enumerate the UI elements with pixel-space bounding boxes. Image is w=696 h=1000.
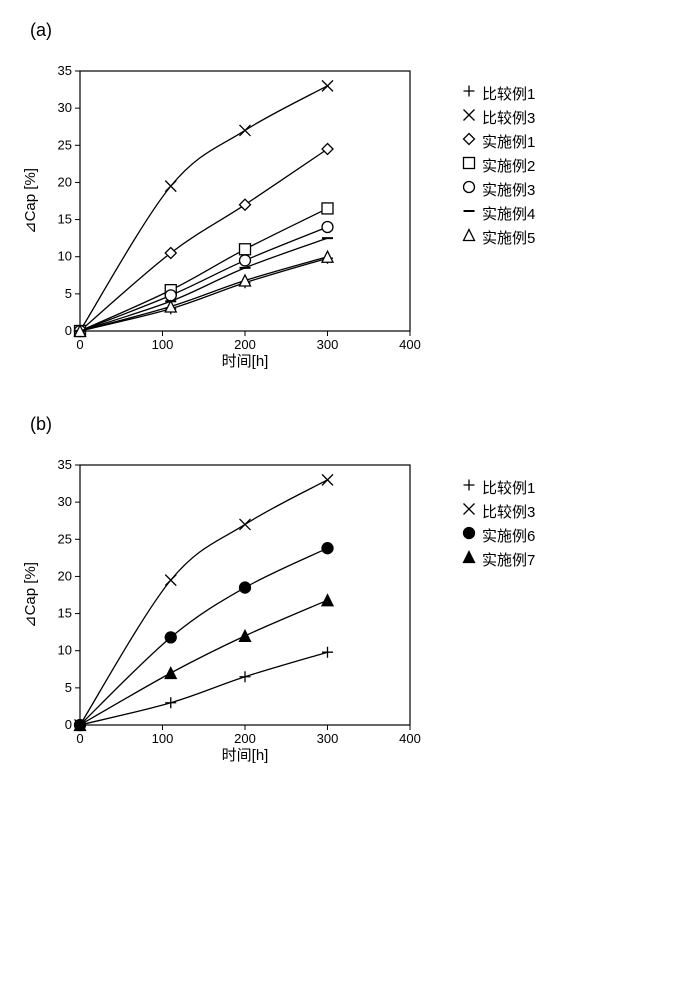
panel-label: (a) [30, 20, 676, 41]
chart-svg: 0 5 10 15 20 25 30 35 0 100 200 300 400 时间[h] ⊿Cap [%] [20, 445, 450, 765]
x-axis-label: 时间[h] [222, 353, 269, 370]
legend-marker-icon [460, 130, 478, 152]
legend-marker-icon [460, 154, 478, 176]
legend-label: 实施例6 [482, 525, 535, 546]
ytick-label: 30 [58, 100, 72, 115]
chart-panel-1: (b) 0 5 10 15 20 25 30 35 0 100 200 300 400 时间[h] ⊿Cap … [20, 414, 676, 768]
xtick-label: 300 [317, 337, 339, 352]
xtick-label: 0 [76, 337, 83, 352]
legend-item: 实施例7 [460, 547, 535, 571]
legend-label: 比较例1 [482, 477, 535, 498]
legend-item: 实施例3 [460, 177, 535, 201]
legend-marker-icon [460, 548, 478, 570]
ytick-label: 10 [58, 643, 72, 658]
ytick-label: 35 [58, 457, 72, 472]
xtick-label: 100 [152, 731, 174, 746]
legend-label: 实施例4 [482, 203, 535, 224]
legend-label: 实施例7 [482, 549, 535, 570]
legend-marker-icon [460, 202, 478, 224]
x-axis-label: 时间[h] [222, 747, 269, 764]
legend-item: 比较例1 [460, 81, 535, 105]
legend-marker-icon [460, 178, 478, 200]
legend-item: 比较例1 [460, 475, 535, 499]
ytick-label: 30 [58, 494, 72, 509]
legend-label: 实施例5 [482, 227, 535, 248]
legend: 比较例1 比较例3 实施例1 实施例2 实施例3 实施例4 实施例5 [460, 81, 535, 249]
legend-label: 实施例1 [482, 131, 535, 152]
xtick-label: 300 [317, 731, 339, 746]
legend-item: 实施例2 [460, 153, 535, 177]
legend-label: 实施例3 [482, 179, 535, 200]
legend-item: 比较例3 [460, 105, 535, 129]
ytick-label: 15 [58, 606, 72, 621]
xtick-label: 400 [399, 337, 421, 352]
y-axis-label: ⊿Cap [%] [22, 562, 39, 628]
chart-area: 0 5 10 15 20 25 30 35 0 100 200 300 400 时间[h] ⊿Cap [%] [20, 51, 450, 374]
xtick-label: 400 [399, 731, 421, 746]
legend-marker-icon [460, 82, 478, 104]
chart-area: 0 5 10 15 20 25 30 35 0 100 200 300 400 时间[h] ⊿Cap [%] [20, 445, 450, 768]
legend-label: 比较例3 [482, 501, 535, 522]
ytick-label: 25 [58, 531, 72, 546]
y-axis-label: ⊿Cap [%] [22, 168, 39, 234]
legend-item: 实施例4 [460, 201, 535, 225]
ytick-label: 10 [58, 249, 72, 264]
ytick-label: 25 [58, 137, 72, 152]
legend-marker-icon [460, 524, 478, 546]
legend-item: 比较例3 [460, 499, 535, 523]
xtick-label: 200 [234, 337, 256, 352]
chart-svg: 0 5 10 15 20 25 30 35 0 100 200 300 400 时间[h] ⊿Cap [%] [20, 51, 450, 371]
ytick-label: 0 [65, 717, 72, 732]
ytick-label: 35 [58, 63, 72, 78]
ytick-label: 5 [65, 680, 72, 695]
chart-panel-0: (a) 0 5 10 15 20 25 30 35 0 100 200 300 400 时间[h] ⊿Cap … [20, 20, 676, 374]
ytick-label: 20 [58, 174, 72, 189]
xtick-label: 100 [152, 337, 174, 352]
panel-label: (b) [30, 414, 676, 435]
xtick-label: 0 [76, 731, 83, 746]
legend-marker-icon [460, 226, 478, 248]
legend: 比较例1 比较例3 实施例6 实施例7 [460, 475, 535, 571]
xtick-label: 200 [234, 731, 256, 746]
legend-marker-icon [460, 476, 478, 498]
ytick-label: 0 [65, 323, 72, 338]
legend-label: 实施例2 [482, 155, 535, 176]
legend-item: 实施例6 [460, 523, 535, 547]
legend-label: 比较例3 [482, 107, 535, 128]
legend-marker-icon [460, 106, 478, 128]
ytick-label: 20 [58, 568, 72, 583]
legend-item: 实施例5 [460, 225, 535, 249]
legend-item: 实施例1 [460, 129, 535, 153]
legend-marker-icon [460, 500, 478, 522]
ytick-label: 5 [65, 286, 72, 301]
ytick-label: 15 [58, 212, 72, 227]
legend-label: 比较例1 [482, 83, 535, 104]
